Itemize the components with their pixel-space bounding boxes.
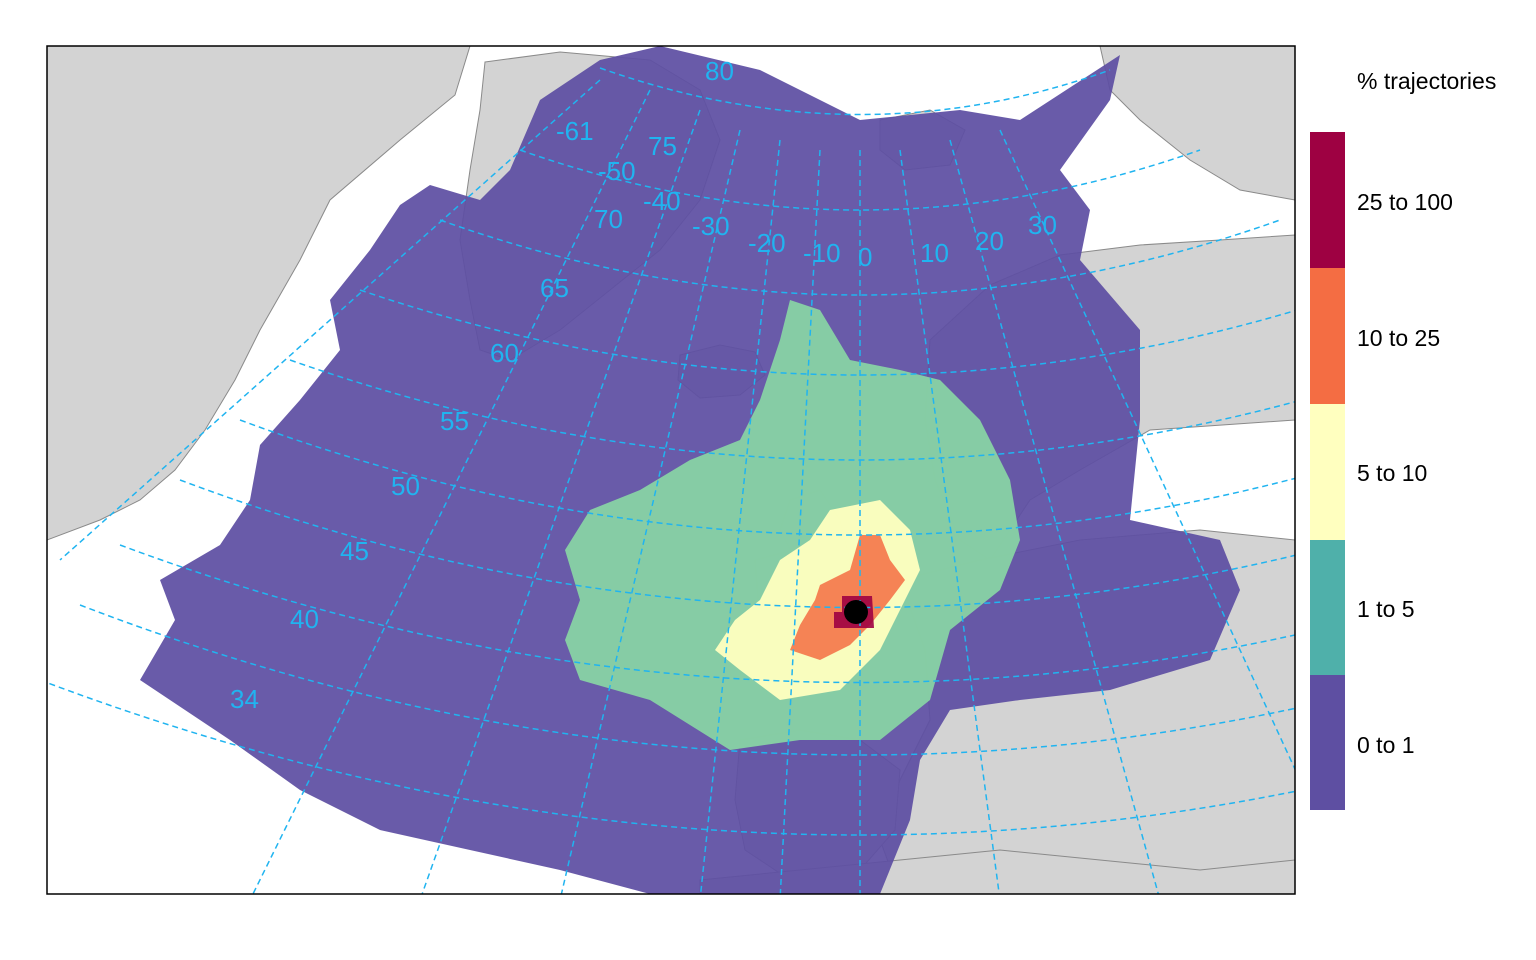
legend-label-0-to-1: 0 to 1 xyxy=(1357,732,1415,758)
parallel-70 xyxy=(439,219,1281,296)
lon-label-10: 10 xyxy=(920,238,949,268)
lon-label-0: 0 xyxy=(858,242,872,272)
legend-label-1-to-5: 1 to 5 xyxy=(1357,596,1415,622)
lon-label-minus-40: -40 xyxy=(643,186,681,216)
legend-swatch-25-to-100 xyxy=(1310,132,1345,268)
lon-label-minus-20: -20 xyxy=(748,228,786,258)
lat-label-55: 55 xyxy=(440,406,469,436)
lat-label-80: 80 xyxy=(705,56,734,86)
legend-label-5-to-10: 5 to 10 xyxy=(1357,460,1427,486)
meridian-minus-61 xyxy=(59,79,601,561)
meridian-10 xyxy=(899,149,1000,894)
lat-label-75: 75 xyxy=(648,131,677,161)
lon-label-minus-61: -61 xyxy=(556,116,594,146)
class-1-to-5-region xyxy=(565,300,1020,750)
parallel-45 xyxy=(119,544,1295,684)
lon-label-30: 30 xyxy=(1028,210,1057,240)
lat-label-70: 70 xyxy=(594,204,623,234)
meridian-minus-10 xyxy=(779,149,821,894)
lat-label-34: 34 xyxy=(230,684,259,714)
lat-label-50: 50 xyxy=(391,471,420,501)
lon-label-20: 20 xyxy=(975,226,1004,256)
legend-swatch-5-to-10 xyxy=(1310,404,1345,540)
trajectory-frequency-layer xyxy=(140,46,1240,894)
parallel-80 xyxy=(599,67,1111,116)
graticule xyxy=(47,67,1295,894)
lat-label-65: 65 xyxy=(540,273,569,303)
parallel-60 xyxy=(289,359,1295,461)
legend-swatch-10-to-25 xyxy=(1310,268,1345,404)
legend-label-10-to-25: 10 to 25 xyxy=(1357,325,1440,351)
lat-label-45: 45 xyxy=(340,536,369,566)
lon-label-minus-50: -50 xyxy=(598,156,636,186)
lon-label-minus-30: -30 xyxy=(692,211,730,241)
legend: % trajectories 25 to 100 10 to 25 5 to 1… xyxy=(1310,68,1496,810)
graticule-labels: -61 -50 -40 -30 -20 -10 0 10 20 30 80 75… xyxy=(230,56,1057,714)
meridian-minus-50 xyxy=(252,89,651,894)
legend-label-25-to-100: 25 to 100 xyxy=(1357,189,1453,215)
map-panel-border xyxy=(46,45,1296,895)
arctic-islands-land xyxy=(1099,46,1295,201)
lat-label-40: 40 xyxy=(290,604,319,634)
meridian-20 xyxy=(949,139,1160,894)
lon-label-minus-10: -10 xyxy=(803,238,841,268)
parallel-65 xyxy=(359,289,1295,376)
legend-swatch-1-to-5 xyxy=(1310,540,1345,675)
map-panel: -61 -50 -40 -30 -20 -10 0 10 20 30 80 75… xyxy=(47,46,1295,894)
legend-swatch-0-to-1 xyxy=(1310,675,1345,810)
north-america-land xyxy=(47,46,471,541)
lat-label-60: 60 xyxy=(490,338,519,368)
parallel-75 xyxy=(519,149,1201,211)
meridian-minus-30 xyxy=(560,129,741,894)
receptor-point xyxy=(844,600,868,624)
meridian-minus-20 xyxy=(699,139,781,894)
legend-title: % trajectories xyxy=(1357,68,1496,94)
